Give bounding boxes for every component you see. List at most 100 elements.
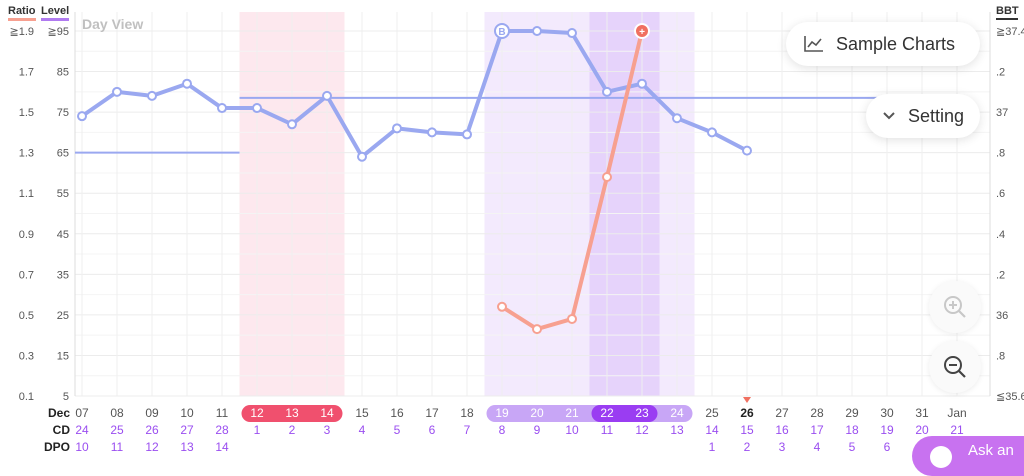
- line-chart-icon: [804, 36, 823, 52]
- bbt-tick-label: 37: [996, 107, 1008, 119]
- ratio-tick-label: 0.5: [19, 310, 34, 322]
- row-label-cd: CD: [53, 423, 71, 437]
- cd-label: 19: [880, 423, 894, 437]
- setting-button[interactable]: Setting: [866, 94, 980, 138]
- cd-label: 1: [254, 423, 261, 437]
- ratio-tick-label: 0.9: [19, 229, 34, 241]
- date-label: 12: [250, 406, 264, 420]
- bbt-tick-label: .8: [996, 148, 1005, 160]
- level-tick-label: 45: [57, 229, 69, 241]
- period-date-pill: [241, 405, 343, 422]
- chat-icon: [930, 446, 952, 468]
- date-label: Jan: [947, 406, 966, 420]
- cd-label: 26: [145, 423, 159, 437]
- date-label: 30: [880, 406, 894, 420]
- chevron-down-icon: [883, 112, 895, 120]
- level-point: [147, 90, 157, 101]
- cd-label: 5: [394, 423, 401, 437]
- level-point: [742, 145, 752, 156]
- setting-label: Setting: [908, 105, 965, 126]
- zoom-in-button[interactable]: [929, 281, 981, 333]
- cd-label: 6: [429, 423, 436, 437]
- level-tick-label: 25: [57, 310, 69, 322]
- sample-charts-button[interactable]: Sample Charts: [786, 22, 980, 66]
- chart-grid: [74, 12, 991, 397]
- chart-lines: B +: [75, 23, 957, 335]
- level-point: [357, 151, 367, 162]
- level-point: [322, 90, 332, 101]
- cd-label: 17: [810, 423, 824, 437]
- level-legend-label: Level: [41, 5, 70, 17]
- date-label: 19: [495, 406, 509, 420]
- cd-label: 4: [359, 423, 366, 437]
- cd-label: 9: [534, 423, 541, 437]
- dpo-label: 5: [849, 440, 856, 454]
- level-legend: Level: [41, 5, 69, 21]
- level-peak-marker: [494, 23, 510, 39]
- date-label: 31: [915, 406, 929, 420]
- date-label: 29: [845, 406, 859, 420]
- date-label: 07: [75, 406, 89, 420]
- bbt-legend-swatch: [996, 18, 1018, 20]
- cd-label: 21: [950, 423, 964, 437]
- cd-label: 10: [565, 423, 579, 437]
- x-axis-rows: DecCDDPO07241008251109261210271311281412…: [44, 397, 967, 454]
- ratio-tick-label: 1.7: [19, 67, 34, 79]
- level-point: [567, 28, 577, 39]
- dpo-label: 3: [779, 440, 786, 454]
- hormone-chart: B + ≧1.91.71.51.31.10.90.70.50.30.1≧95857…: [9, 12, 1024, 454]
- dpo-label: 1: [709, 440, 716, 454]
- date-label: 18: [460, 406, 474, 420]
- date-label: 24: [670, 406, 684, 420]
- dpo-label: 4: [814, 440, 821, 454]
- level-tick-label: 55: [57, 188, 69, 200]
- level-legend-swatch: [41, 18, 69, 21]
- level-point: [602, 86, 612, 97]
- level-point: [217, 103, 227, 114]
- cd-label: 24: [75, 423, 89, 437]
- dpo-label: 14: [215, 440, 229, 454]
- ovulation-date-pill: [591, 405, 658, 422]
- ratio-legend: Ratio: [8, 5, 36, 21]
- ask-expert-label: Ask an: [968, 442, 1014, 459]
- dpo-label: 11: [111, 440, 124, 454]
- zoom-out-button[interactable]: [929, 341, 981, 393]
- ratio-tick-label: 0.3: [19, 350, 34, 362]
- level-series-line: [80, 29, 749, 159]
- level-tick-label: 65: [57, 148, 69, 160]
- date-label: 17: [425, 406, 439, 420]
- bbt-tick-label: .8: [996, 350, 1005, 362]
- cd-label: 20: [915, 423, 929, 437]
- ratio-legend-swatch: [8, 18, 36, 21]
- cd-label: 3: [324, 423, 331, 437]
- dpo-label: 6: [884, 440, 891, 454]
- date-label: 08: [110, 406, 124, 420]
- cd-label: 7: [464, 423, 471, 437]
- date-label: 25: [705, 406, 719, 420]
- right-axis: ≧37.4 .2 37 .8 .6 .4 .2 36 .8 ≦35.6: [996, 26, 1024, 403]
- level-point: [462, 129, 472, 140]
- date-label: 23: [635, 406, 649, 420]
- ask-expert-button[interactable]: Ask an: [912, 436, 1024, 476]
- ratio-peak-marker: [634, 23, 650, 39]
- left-axis: ≧1.9 1.7 1.5 1.3 1.1 0.9 0.7 0.5 0.3 0.1 ≧95 85 75 65…: [9, 26, 69, 403]
- cd-label: 27: [180, 423, 194, 437]
- level-point: [112, 86, 122, 97]
- level-point: [392, 123, 402, 134]
- ratio-point: [602, 172, 612, 182]
- level-point: [427, 127, 437, 138]
- bbt-legend: BBT: [996, 5, 1019, 20]
- ratio-tick-label: 1.1: [19, 188, 34, 200]
- ratio-tick-label: 1.5: [19, 107, 34, 119]
- zoom-out-icon: [944, 356, 966, 378]
- dpo-label: 12: [145, 440, 159, 454]
- date-label: 21: [565, 406, 579, 420]
- date-label: 13: [285, 406, 299, 420]
- cd-label: 2: [289, 423, 296, 437]
- date-label: 26: [740, 406, 754, 420]
- ratio-tick-label: 0.7: [19, 269, 34, 281]
- view-mode-label: Day View: [82, 16, 144, 32]
- ratio-point: [497, 301, 507, 312]
- ratio-tick-label: 1.3: [19, 148, 34, 160]
- ratio-tick-label: ≧1.9: [9, 26, 34, 38]
